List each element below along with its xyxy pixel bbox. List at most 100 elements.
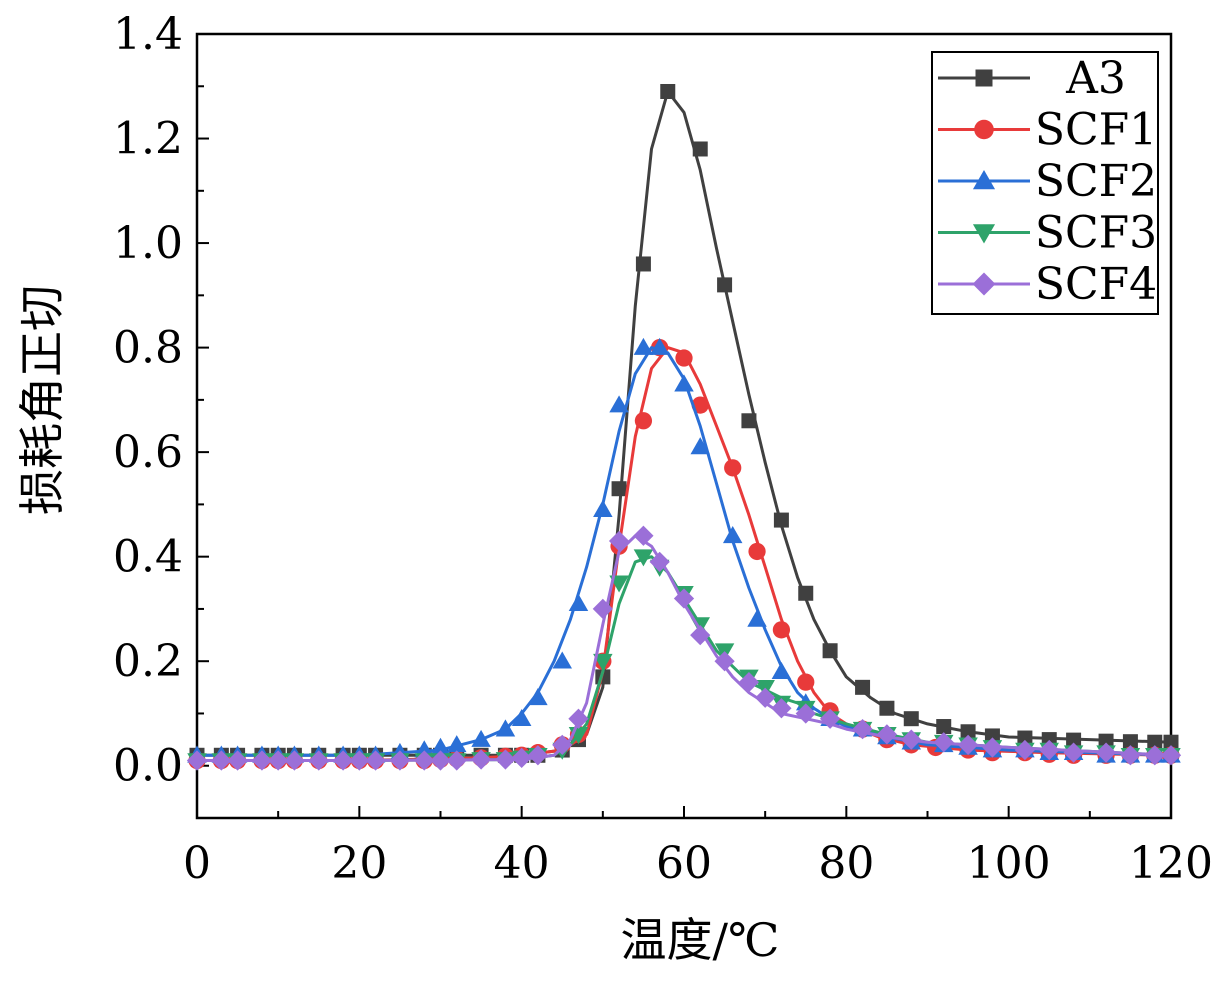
- data-point: [1066, 732, 1082, 748]
- data-point: [592, 598, 613, 620]
- data-point: [593, 653, 613, 671]
- data-point: [635, 256, 651, 272]
- data-point: [738, 671, 760, 693]
- data-point: [389, 750, 411, 771]
- data-point: [714, 651, 735, 672]
- series-SCF4: [186, 525, 1182, 771]
- series-layer: [186, 83, 1182, 771]
- data-point: [511, 747, 532, 769]
- data-point: [1017, 730, 1033, 746]
- data-point: [755, 687, 776, 708]
- x-tick-label: 100: [967, 838, 1051, 889]
- data-point: [772, 621, 791, 639]
- data-point: [528, 688, 548, 706]
- data-point: [634, 412, 653, 430]
- legend-marker: [972, 224, 996, 244]
- data-point: [633, 337, 654, 355]
- axis-ticks: [196, 33, 1172, 819]
- data-point: [649, 337, 670, 355]
- data-point: [982, 737, 1003, 758]
- tick-labels: 0 20 40 60 80 100 120 0.0 0.2 0.4 0.6 0.8 1.0 1.2 1.4: [113, 9, 1213, 889]
- series-line: [197, 534, 1172, 762]
- legend-label: SCF1: [1035, 105, 1157, 156]
- data-point: [227, 750, 248, 771]
- data-point: [552, 651, 572, 669]
- data-point: [957, 734, 979, 755]
- x-tick-label: 0: [183, 838, 211, 889]
- data-point: [495, 719, 516, 737]
- legend-label: SCF2: [1035, 156, 1157, 207]
- data-point: [1095, 742, 1117, 763]
- data-point: [717, 277, 733, 293]
- data-point: [722, 526, 743, 544]
- data-point: [748, 542, 766, 561]
- data-point: [446, 735, 467, 753]
- data-point: [470, 749, 492, 770]
- series-SCF2: [187, 337, 1181, 763]
- data-point: [649, 551, 670, 573]
- y-tick-label: 1.4: [113, 9, 183, 60]
- data-point: [284, 750, 305, 771]
- data-point: [771, 661, 792, 679]
- data-point: [471, 729, 491, 747]
- data-point: [933, 732, 954, 753]
- data-point: [936, 719, 952, 735]
- data-point: [349, 750, 370, 771]
- data-point: [795, 703, 816, 724]
- data-point: [365, 750, 386, 771]
- data-point: [690, 624, 711, 646]
- y-tick-label: 0.2: [113, 636, 183, 687]
- data-point: [414, 740, 435, 758]
- data-point: [960, 724, 976, 740]
- data-point: [527, 745, 549, 766]
- x-axis-title: 温度/℃: [621, 913, 780, 967]
- data-point: [879, 700, 895, 716]
- data-point: [901, 729, 922, 750]
- data-point: [1014, 739, 1036, 761]
- series-line: [197, 346, 1172, 762]
- data-point: [660, 83, 676, 99]
- data-point: [609, 395, 629, 413]
- legend-label: A3: [1065, 53, 1126, 104]
- legend-marker: [974, 119, 994, 140]
- data-point: [819, 708, 841, 729]
- legend-label: SCF4: [1035, 259, 1157, 310]
- data-point: [690, 437, 710, 455]
- legend-label: SCF3: [1035, 208, 1157, 259]
- y-tick-label: 0.4: [113, 532, 183, 583]
- data-point: [593, 499, 613, 517]
- data-point: [675, 349, 693, 367]
- series-line: [197, 346, 1172, 757]
- data-point: [852, 719, 873, 740]
- legend-marker: [972, 169, 996, 190]
- data-point: [903, 711, 919, 727]
- y-tick-label: 0.6: [113, 427, 183, 478]
- x-tick-label: 120: [1129, 838, 1213, 889]
- y-tick-label: 0.0: [113, 741, 183, 792]
- y-tick-label: 1.2: [113, 114, 183, 165]
- data-point: [211, 750, 232, 771]
- data-point: [674, 374, 694, 392]
- data-point: [308, 750, 329, 771]
- data-point: [611, 481, 627, 497]
- data-point: [414, 750, 435, 771]
- data-point: [822, 643, 838, 659]
- data-point: [855, 679, 871, 695]
- data-point: [741, 413, 757, 429]
- data-point: [633, 549, 654, 567]
- data-point: [552, 734, 573, 755]
- data-point: [186, 750, 208, 771]
- data-point: [1063, 742, 1084, 763]
- data-point: [747, 609, 767, 627]
- data-point: [268, 750, 289, 771]
- data-point: [798, 585, 814, 601]
- data-point: [608, 530, 630, 552]
- data-point: [692, 141, 708, 157]
- data-point: [511, 708, 532, 727]
- data-point: [876, 724, 898, 745]
- data-point: [1163, 734, 1179, 750]
- data-point: [1098, 733, 1114, 749]
- data-point: [773, 512, 789, 528]
